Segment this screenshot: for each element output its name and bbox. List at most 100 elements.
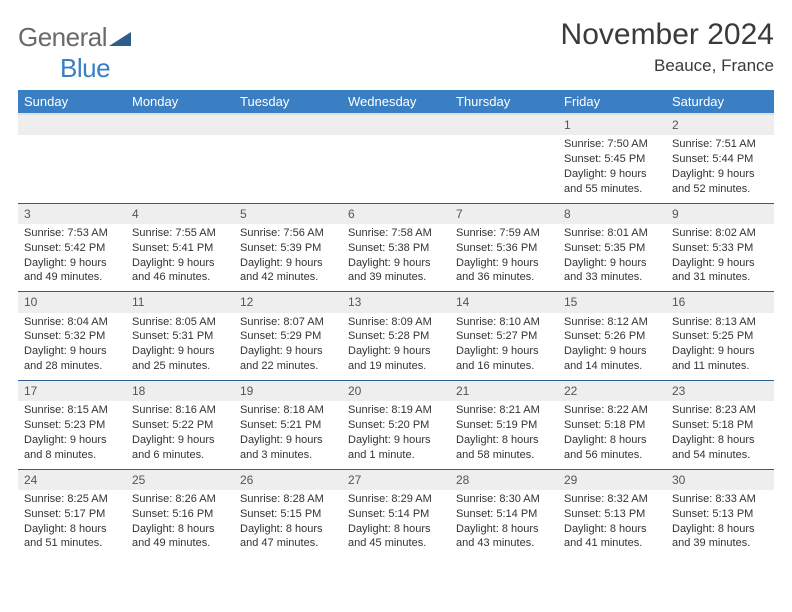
daynum-row: 12: [18, 114, 774, 135]
daylight-line: Daylight: 9 hours and 16 minutes.: [456, 344, 552, 374]
day-number: 4: [126, 203, 234, 224]
daylight-line: Daylight: 9 hours and 36 minutes.: [456, 256, 552, 286]
day-cell: Sunrise: 7:50 AMSunset: 5:45 PMDaylight:…: [558, 135, 666, 203]
day-number: 21: [450, 381, 558, 402]
sunset-line: Sunset: 5:25 PM: [672, 329, 768, 344]
title-block: November 2024 Beauce, France: [561, 18, 774, 76]
sunrise-line: Sunrise: 7:59 AM: [456, 226, 552, 241]
day-header-row: SundayMondayTuesdayWednesdayThursdayFrid…: [18, 90, 774, 114]
day-number: 9: [666, 203, 774, 224]
day-cell: Sunrise: 8:07 AMSunset: 5:29 PMDaylight:…: [234, 313, 342, 381]
sunrise-line: Sunrise: 7:55 AM: [132, 226, 228, 241]
sunrise-line: Sunrise: 8:28 AM: [240, 492, 336, 507]
logo-text-general: General: [18, 22, 107, 52]
sunrise-line: Sunrise: 8:10 AM: [456, 315, 552, 330]
day-number: [126, 114, 234, 135]
daylight-line: Daylight: 8 hours and 43 minutes.: [456, 522, 552, 552]
day-number: 30: [666, 469, 774, 490]
day-number: 14: [450, 292, 558, 313]
sunrise-line: Sunrise: 8:09 AM: [348, 315, 444, 330]
sunrise-line: Sunrise: 7:56 AM: [240, 226, 336, 241]
day-header: Monday: [126, 90, 234, 114]
sunrise-line: Sunrise: 8:32 AM: [564, 492, 660, 507]
day-number: 5: [234, 203, 342, 224]
day-cell: Sunrise: 8:28 AMSunset: 5:15 PMDaylight:…: [234, 490, 342, 558]
sunrise-line: Sunrise: 8:04 AM: [24, 315, 120, 330]
day-cell: Sunrise: 7:51 AMSunset: 5:44 PMDaylight:…: [666, 135, 774, 203]
day-cell: Sunrise: 8:33 AMSunset: 5:13 PMDaylight:…: [666, 490, 774, 558]
daylight-line: Daylight: 8 hours and 39 minutes.: [672, 522, 768, 552]
sunset-line: Sunset: 5:38 PM: [348, 241, 444, 256]
sunset-line: Sunset: 5:13 PM: [564, 507, 660, 522]
daylight-line: Daylight: 9 hours and 39 minutes.: [348, 256, 444, 286]
sunset-line: Sunset: 5:18 PM: [564, 418, 660, 433]
day-cell: Sunrise: 8:30 AMSunset: 5:14 PMDaylight:…: [450, 490, 558, 558]
day-cell: Sunrise: 8:21 AMSunset: 5:19 PMDaylight:…: [450, 401, 558, 469]
sunset-line: Sunset: 5:36 PM: [456, 241, 552, 256]
month-title: November 2024: [561, 18, 774, 52]
day-cell: Sunrise: 8:16 AMSunset: 5:22 PMDaylight:…: [126, 401, 234, 469]
sunset-line: Sunset: 5:18 PM: [672, 418, 768, 433]
sunset-line: Sunset: 5:16 PM: [132, 507, 228, 522]
sunrise-line: Sunrise: 8:05 AM: [132, 315, 228, 330]
day-header: Sunday: [18, 90, 126, 114]
daynum-row: 3456789: [18, 203, 774, 224]
sunset-line: Sunset: 5:19 PM: [456, 418, 552, 433]
day-number: 18: [126, 381, 234, 402]
day-number: 7: [450, 203, 558, 224]
sunset-line: Sunset: 5:22 PM: [132, 418, 228, 433]
day-body-row: Sunrise: 7:53 AMSunset: 5:42 PMDaylight:…: [18, 224, 774, 292]
sunrise-line: Sunrise: 8:07 AM: [240, 315, 336, 330]
sunrise-line: Sunrise: 8:01 AM: [564, 226, 660, 241]
header: General Blue November 2024 Beauce, Franc…: [18, 18, 774, 84]
sunrise-line: Sunrise: 8:18 AM: [240, 403, 336, 418]
location: Beauce, France: [561, 56, 774, 76]
daylight-line: Daylight: 9 hours and 11 minutes.: [672, 344, 768, 374]
sunrise-line: Sunrise: 7:58 AM: [348, 226, 444, 241]
sunset-line: Sunset: 5:39 PM: [240, 241, 336, 256]
day-cell: [342, 135, 450, 203]
daylight-line: Daylight: 9 hours and 49 minutes.: [24, 256, 120, 286]
sunset-line: Sunset: 5:29 PM: [240, 329, 336, 344]
daylight-line: Daylight: 8 hours and 47 minutes.: [240, 522, 336, 552]
day-cell: Sunrise: 7:53 AMSunset: 5:42 PMDaylight:…: [18, 224, 126, 292]
daylight-line: Daylight: 9 hours and 42 minutes.: [240, 256, 336, 286]
sunrise-line: Sunrise: 8:25 AM: [24, 492, 120, 507]
daylight-line: Daylight: 9 hours and 8 minutes.: [24, 433, 120, 463]
day-cell: Sunrise: 8:10 AMSunset: 5:27 PMDaylight:…: [450, 313, 558, 381]
day-number: 27: [342, 469, 450, 490]
daylight-line: Daylight: 9 hours and 52 minutes.: [672, 167, 768, 197]
sunset-line: Sunset: 5:21 PM: [240, 418, 336, 433]
sunrise-line: Sunrise: 8:19 AM: [348, 403, 444, 418]
day-cell: [234, 135, 342, 203]
day-body-row: Sunrise: 8:15 AMSunset: 5:23 PMDaylight:…: [18, 401, 774, 469]
sunrise-line: Sunrise: 8:33 AM: [672, 492, 768, 507]
sunset-line: Sunset: 5:26 PM: [564, 329, 660, 344]
sunset-line: Sunset: 5:14 PM: [456, 507, 552, 522]
day-number: 10: [18, 292, 126, 313]
sunset-line: Sunset: 5:33 PM: [672, 241, 768, 256]
day-body-row: Sunrise: 8:25 AMSunset: 5:17 PMDaylight:…: [18, 490, 774, 558]
day-number: 8: [558, 203, 666, 224]
day-number: 2: [666, 114, 774, 135]
day-cell: Sunrise: 7:59 AMSunset: 5:36 PMDaylight:…: [450, 224, 558, 292]
day-number: 20: [342, 381, 450, 402]
daylight-line: Daylight: 8 hours and 54 minutes.: [672, 433, 768, 463]
day-cell: Sunrise: 8:13 AMSunset: 5:25 PMDaylight:…: [666, 313, 774, 381]
day-cell: Sunrise: 8:29 AMSunset: 5:14 PMDaylight:…: [342, 490, 450, 558]
sunset-line: Sunset: 5:23 PM: [24, 418, 120, 433]
day-body-row: Sunrise: 8:04 AMSunset: 5:32 PMDaylight:…: [18, 313, 774, 381]
day-cell: Sunrise: 8:05 AMSunset: 5:31 PMDaylight:…: [126, 313, 234, 381]
day-number: 17: [18, 381, 126, 402]
day-header: Friday: [558, 90, 666, 114]
logo: General Blue: [18, 22, 131, 84]
sunset-line: Sunset: 5:45 PM: [564, 152, 660, 167]
daylight-line: Daylight: 9 hours and 46 minutes.: [132, 256, 228, 286]
daylight-line: Daylight: 9 hours and 28 minutes.: [24, 344, 120, 374]
daylight-line: Daylight: 9 hours and 22 minutes.: [240, 344, 336, 374]
day-cell: Sunrise: 8:15 AMSunset: 5:23 PMDaylight:…: [18, 401, 126, 469]
sunset-line: Sunset: 5:20 PM: [348, 418, 444, 433]
daynum-row: 10111213141516: [18, 292, 774, 313]
day-number: [234, 114, 342, 135]
daylight-line: Daylight: 9 hours and 31 minutes.: [672, 256, 768, 286]
